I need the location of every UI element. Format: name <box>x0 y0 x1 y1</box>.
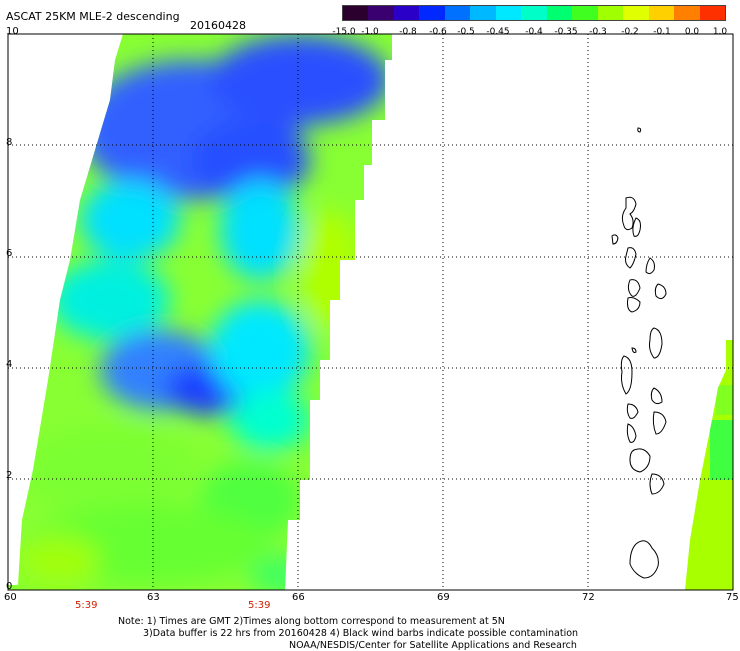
island-outlines <box>611 127 667 579</box>
wind-swath <box>8 34 392 590</box>
colorbar-swatch <box>521 6 547 20</box>
colorbar-label: -0.3 <box>589 27 607 37</box>
colorbar-swatch <box>572 6 598 20</box>
colorbar-swatch <box>495 6 522 20</box>
colorbar-swatch <box>419 6 445 20</box>
colorbar-label: -0.45 <box>486 27 510 37</box>
east-swath <box>685 340 733 590</box>
colorbar-swatch <box>470 6 496 20</box>
y-tick-6: 6 <box>6 248 13 259</box>
time-label-2: 5:39 <box>248 600 271 611</box>
colorbar-swatch <box>546 6 573 20</box>
colorbar-label: -0.8 <box>399 27 417 37</box>
colorbar-swatch <box>648 6 675 20</box>
colorbar-swatch <box>674 6 700 20</box>
colorbar-label: -0.35 <box>554 27 578 37</box>
colorbar-swatch <box>368 6 394 20</box>
colorbar-label: 1.0 <box>712 27 728 37</box>
chart-title: ASCAT 25KM MLE-2 descending <box>6 10 180 23</box>
y-tick-8: 8 <box>6 137 13 148</box>
note-line-2: 3)Data buffer is 22 hrs from 20160428 4)… <box>143 628 579 639</box>
colorbar-swatch <box>393 6 420 20</box>
y-tick-4: 4 <box>6 359 13 370</box>
colorbar-label: -1.0 <box>361 27 379 37</box>
plot-frame <box>7 33 734 591</box>
grid-lines <box>8 34 733 590</box>
note-line-3: NOAA/NESDIS/Center for Satellite Applica… <box>289 640 577 651</box>
chart-date: 20160428 <box>190 19 246 32</box>
note-line-1: Note: 1) Times are GMT 2)Times along bot… <box>118 616 505 627</box>
y-tick-2: 2 <box>6 470 13 481</box>
colorbar-swatch <box>343 6 369 20</box>
x-tick-66: 66 <box>292 592 305 603</box>
colorbar-swatch <box>699 6 726 20</box>
colorbar-swatch <box>444 6 471 20</box>
colorbar-label: -0.6 <box>429 27 447 37</box>
colorbar-label: -15.0 <box>332 27 356 37</box>
colorbar <box>342 5 726 21</box>
y-tick-10: 10 <box>6 26 19 37</box>
colorbar-swatch <box>623 6 649 20</box>
colorbar-label: -0.4 <box>525 27 543 37</box>
x-tick-75: 75 <box>726 592 739 603</box>
colorbar-swatch <box>597 6 624 20</box>
x-tick-60: 60 <box>4 592 17 603</box>
time-label-1: 5:39 <box>75 600 98 611</box>
y-tick-0: 0 <box>6 581 13 592</box>
x-tick-72: 72 <box>582 592 595 603</box>
colorbar-label: 0.0 <box>684 27 700 37</box>
x-tick-63: 63 <box>147 592 160 603</box>
x-tick-69: 69 <box>437 592 450 603</box>
colorbar-label: -0.5 <box>457 27 475 37</box>
colorbar-label: -0.1 <box>653 27 671 37</box>
colorbar-label: -0.2 <box>621 27 639 37</box>
